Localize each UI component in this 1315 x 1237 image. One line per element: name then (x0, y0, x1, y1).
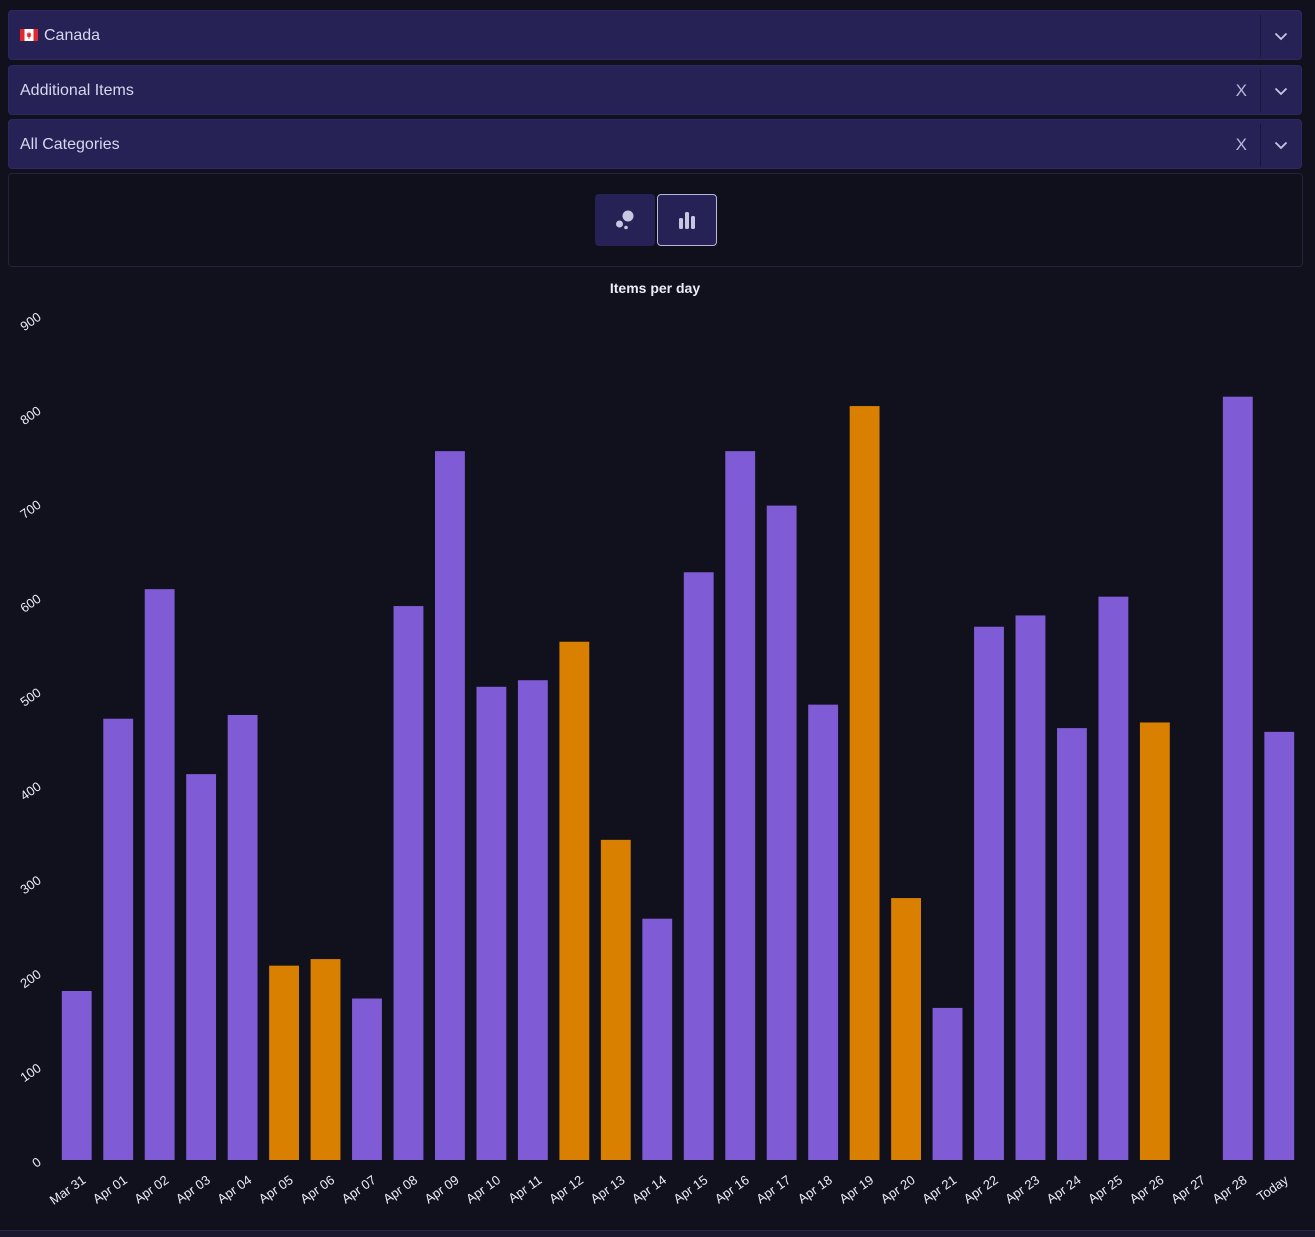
x-tick-label: Apr 13 (588, 1172, 628, 1206)
bar[interactable] (227, 714, 258, 1160)
y-tick-label: 0 (29, 1154, 44, 1170)
categories-clear-button[interactable]: X (1235, 135, 1247, 154)
x-tick-label: Apr 15 (670, 1172, 710, 1206)
x-tick-label: Apr 03 (173, 1172, 213, 1206)
chart-title: Items per day (610, 280, 700, 296)
y-tick-label: 400 (17, 779, 43, 804)
bar[interactable] (310, 959, 341, 1160)
x-tick-label: Apr 02 (131, 1172, 171, 1206)
y-tick-label: 200 (17, 966, 43, 991)
y-tick-label: 500 (17, 685, 43, 710)
bar[interactable] (517, 680, 548, 1160)
x-tick-label: Apr 20 (878, 1172, 918, 1206)
bar[interactable] (1098, 596, 1129, 1160)
bar[interactable] (725, 451, 756, 1160)
y-tick-label: 300 (17, 873, 43, 898)
bar-chart-icon (679, 212, 695, 229)
x-tick-label: Apr 05 (256, 1172, 296, 1206)
x-tick-label: Apr 06 (297, 1172, 337, 1206)
x-tick-label: Apr 28 (1210, 1172, 1250, 1206)
bottom-scroll-edge (0, 1230, 1315, 1237)
bar[interactable] (61, 991, 92, 1160)
bar[interactable] (1222, 396, 1253, 1160)
chevron-down-icon[interactable] (1261, 120, 1301, 170)
x-tick-label: Mar 31 (47, 1172, 89, 1207)
x-tick-label: Apr 01 (90, 1172, 130, 1206)
items-per-day-chart: Items per day 0 100 200 300 400 500 600 700 800 9… (17, 280, 1295, 1208)
x-tick-label: Apr 16 (712, 1172, 752, 1206)
bar[interactable] (642, 918, 673, 1160)
select-divider (1260, 70, 1261, 112)
y-tick-label: 600 (17, 591, 43, 616)
view-toggle-panel (8, 173, 1303, 267)
x-tick-label: Apr 07 (339, 1172, 379, 1206)
x-tick-label: Apr 12 (546, 1172, 586, 1206)
items-select-value: Additional Items (20, 82, 134, 99)
bar[interactable] (352, 998, 382, 1160)
x-tick-label: Apr 14 (629, 1172, 669, 1206)
items-select[interactable]: Additional Items X (8, 65, 1302, 115)
bar[interactable] (476, 686, 507, 1160)
x-tick-label: Apr 26 (1127, 1172, 1167, 1206)
select-divider (1260, 124, 1261, 166)
x-axis: Mar 31 Apr 01 Apr 02 Apr 03 Apr 04 Apr 05 Apr … (47, 1172, 1292, 1208)
scatter-chart-icon (616, 210, 634, 230)
bar[interactable] (559, 641, 590, 1160)
country-select[interactable]: Canada (8, 10, 1302, 60)
bar[interactable] (435, 451, 465, 1160)
country-label: Canada (44, 27, 101, 44)
x-tick-label: Apr 23 (1002, 1172, 1042, 1206)
x-tick-label: Apr 24 (1044, 1172, 1084, 1206)
bar[interactable] (1264, 731, 1295, 1160)
bar[interactable] (103, 718, 134, 1160)
bar[interactable] (932, 1007, 963, 1160)
y-axis: 0 100 200 300 400 500 600 700 800 900 (17, 309, 43, 1170)
bar[interactable] (683, 572, 714, 1160)
x-tick-label: Apr 04 (214, 1172, 254, 1206)
bar[interactable] (1057, 728, 1087, 1160)
bar[interactable] (186, 774, 217, 1160)
items-clear-button[interactable]: X (1235, 81, 1247, 100)
bar[interactable] (269, 965, 299, 1160)
bars (61, 396, 1295, 1160)
x-tick-label: Apr 18 (795, 1172, 835, 1206)
x-tick-label: Today (1254, 1172, 1291, 1204)
x-tick-label: Apr 19 (836, 1172, 876, 1206)
bar[interactable] (808, 704, 839, 1160)
chevron-down-icon[interactable] (1261, 66, 1301, 116)
x-tick-label: Apr 11 (505, 1172, 544, 1206)
bar[interactable] (766, 505, 797, 1160)
categories-select-value: All Categories (20, 136, 120, 153)
x-tick-label: Apr 27 (1168, 1172, 1208, 1206)
bar[interactable] (849, 406, 880, 1160)
x-tick-label: Apr 21 (919, 1172, 959, 1206)
bar[interactable] (1139, 722, 1170, 1160)
bar[interactable] (144, 589, 175, 1160)
bar-view-button[interactable] (657, 194, 717, 246)
x-tick-label: Apr 08 (380, 1172, 420, 1206)
y-tick-label: 700 (17, 497, 43, 522)
y-tick-label: 900 (17, 309, 43, 334)
x-tick-label: Apr 25 (1085, 1172, 1125, 1206)
canada-flag-icon (20, 29, 38, 41)
x-tick-label: Apr 17 (753, 1172, 793, 1206)
chevron-down-icon[interactable] (1261, 11, 1301, 61)
y-tick-label: 100 (17, 1060, 43, 1085)
scatter-view-button[interactable] (595, 194, 655, 246)
x-tick-label: Apr 09 (422, 1172, 462, 1206)
y-tick-label: 800 (17, 403, 43, 428)
bar[interactable] (1015, 615, 1046, 1160)
categories-select[interactable]: All Categories X (8, 119, 1302, 169)
x-tick-label: Apr 10 (463, 1172, 503, 1206)
bar[interactable] (974, 626, 1004, 1160)
bar[interactable] (600, 839, 631, 1160)
country-select-value: Canada (20, 11, 100, 61)
select-divider (1260, 15, 1261, 57)
bar[interactable] (393, 606, 424, 1160)
x-tick-label: Apr 22 (961, 1172, 1001, 1206)
bar[interactable] (891, 898, 921, 1160)
